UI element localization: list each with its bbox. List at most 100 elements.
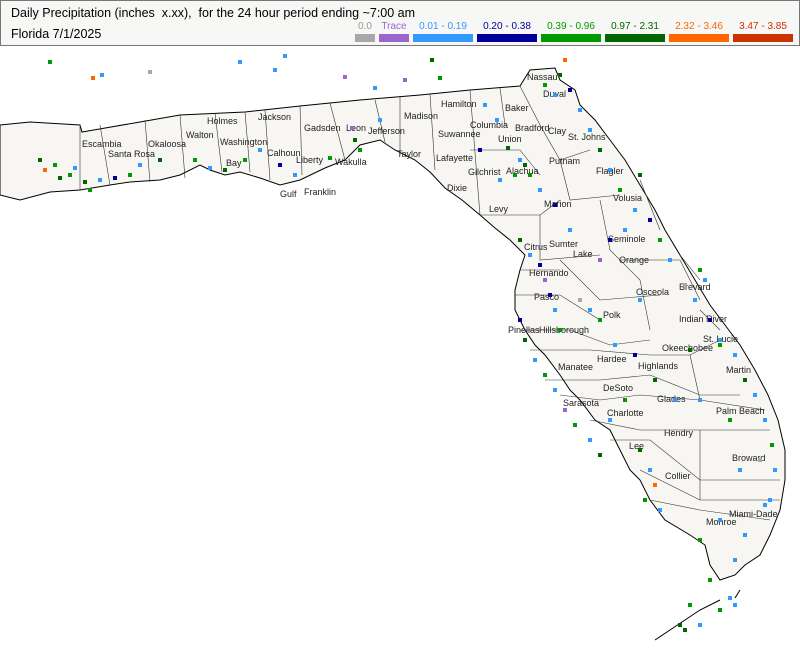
legend-label: 2.32 - 3.46 [675,21,723,32]
station-marker [38,158,42,162]
county-label: Bradford [515,123,550,133]
legend-label: 0.97 - 2.31 [611,21,659,32]
station-marker [758,458,762,462]
station-marker [553,93,557,97]
station-marker [608,238,612,242]
station-marker [608,418,612,422]
station-marker [588,438,592,442]
station-marker [378,118,382,122]
county-label: Baker [505,103,529,113]
county-label: Okeechobee [662,343,713,353]
station-marker [91,76,95,80]
county-label: Broward [732,453,766,463]
county-label: Gadsden [304,123,341,133]
county-label: St. Johns [568,132,606,142]
station-marker [698,268,702,272]
station-marker [343,75,347,79]
station-marker [658,238,662,242]
legend-swatch [605,34,665,42]
county-label: Hillsborough [539,325,589,335]
station-marker [43,168,47,172]
county-label: Highlands [638,361,679,371]
station-marker [693,298,697,302]
county-label: DeSoto [603,383,633,393]
station-marker [523,163,527,167]
station-marker [563,58,567,62]
legend-item-zero: 0.0 [355,21,375,42]
station-marker [638,173,642,177]
station-marker [138,163,142,167]
county-label: Indian River [679,314,727,324]
station-marker [658,508,662,512]
station-marker [618,188,622,192]
county-label: Wakulla [335,157,367,167]
station-marker [633,353,637,357]
county-label: Hardee [597,354,627,364]
station-marker [573,423,577,427]
county-label: Taylor [397,149,421,159]
station-marker [763,418,767,422]
station-marker [100,73,104,77]
station-marker [718,343,722,347]
station-marker [698,538,702,542]
station-marker [698,398,702,402]
station-marker [243,158,247,162]
station-marker [773,468,777,472]
station-marker [83,180,87,184]
map-subtitle: Florida 7/1/2025 [11,27,102,41]
station-marker [53,163,57,167]
county-label: Palm Beach [716,406,765,416]
station-marker [353,138,357,142]
station-marker [223,168,227,172]
legend-swatch [733,34,793,42]
station-marker [88,188,92,192]
station-marker [48,60,52,64]
county-label: Sarasota [563,398,599,408]
station-marker [613,343,617,347]
station-marker [733,603,737,607]
legend-item-3-47: 3.47 - 3.85 [733,21,793,42]
station-marker [768,498,772,502]
station-marker [553,203,557,207]
station-marker [728,418,732,422]
legend-item-0-39: 0.39 - 0.96 [541,21,601,42]
florida-map: Escambia Santa Rosa Okaloosa Walton Holm… [0,54,786,641]
station-marker [698,623,702,627]
legend-label: Trace [381,21,407,32]
station-marker [358,148,362,152]
map-title: Daily Precipitation (inches x.xx), for t… [11,6,416,20]
station-marker [98,178,102,182]
station-marker [598,318,602,322]
station-marker [258,148,262,152]
county-label: Pinellas [508,325,540,335]
station-marker [598,258,602,262]
station-marker [623,228,627,232]
station-marker [638,448,642,452]
station-marker [623,398,627,402]
legend-swatch [541,34,601,42]
county-label: Polk [603,310,621,320]
county-label: Seminole [608,234,646,244]
county-label: Jackson [258,112,291,122]
legend-label: 3.47 - 3.85 [739,21,787,32]
station-marker [278,163,282,167]
station-marker [653,483,657,487]
station-marker [538,188,542,192]
county-label: Miami-Dade [729,509,778,519]
station-marker [568,228,572,232]
station-marker [703,278,707,282]
county-label: Martin [726,365,751,375]
station-marker [438,76,442,80]
county-label: Hamilton [441,99,477,109]
county-label: Sumter [549,239,578,249]
county-boundaries [79,85,780,521]
station-marker [506,146,510,150]
county-label: Citrus [524,242,548,252]
county-label: Gulf [280,189,297,199]
station-marker [770,443,774,447]
legend-label: 0.01 - 0.19 [419,21,467,32]
station-marker [688,348,692,352]
station-marker [283,54,287,58]
county-label: Pasco [534,292,559,302]
county-label: Orange [619,255,649,265]
